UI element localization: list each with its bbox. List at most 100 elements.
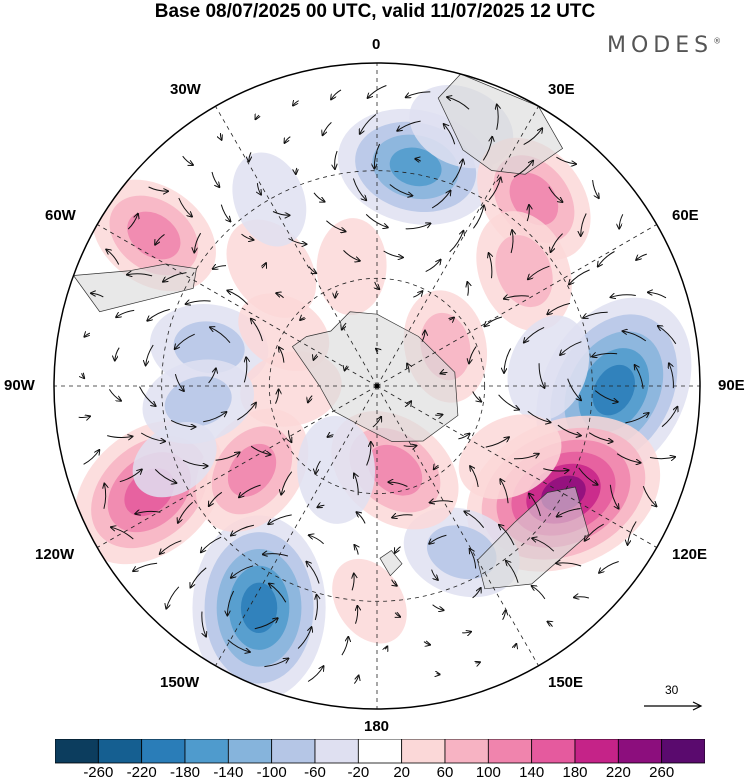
wind-vector	[285, 136, 291, 143]
wind-vector	[115, 347, 120, 361]
wind-vector	[356, 606, 358, 624]
colorbar-tick-label: -220	[126, 764, 157, 781]
wind-vector	[470, 549, 477, 569]
wind-vector	[431, 569, 438, 580]
polar-map	[53, 62, 701, 710]
wind-vector	[469, 346, 477, 364]
wind-vector	[498, 394, 519, 410]
wind-vector	[309, 535, 324, 545]
lon-label-150w: 150W	[160, 674, 200, 691]
wind-vector	[170, 419, 195, 427]
wind-vector	[249, 152, 251, 161]
wind-vector	[511, 230, 513, 254]
wind-vector	[578, 467, 598, 485]
wind-vector	[482, 137, 492, 161]
wind-vector	[353, 676, 358, 684]
wind-vector	[449, 318, 454, 321]
wind-vector	[504, 296, 529, 299]
lon-label-60w: 60W	[45, 207, 76, 224]
wind-vector	[532, 538, 555, 552]
wind-vector	[293, 101, 299, 106]
wind-vector	[514, 644, 516, 648]
wind-vector	[257, 183, 261, 195]
wind-vector	[307, 666, 323, 682]
wind-vector	[375, 281, 380, 289]
wind-vector	[616, 453, 641, 463]
graticule	[54, 63, 700, 709]
colorbar	[55, 739, 705, 764]
colorbar-swatch	[314, 739, 359, 764]
colorbar-swatch	[487, 739, 533, 764]
wind-vector	[524, 326, 545, 342]
colorbar-swatch	[401, 739, 446, 764]
wind-vector	[178, 501, 194, 523]
wind-vector	[506, 561, 519, 583]
meridian-line	[376, 106, 539, 387]
wind-vector	[276, 293, 284, 299]
wind-vector	[227, 590, 235, 615]
wind-vector	[435, 415, 442, 416]
wind-vector	[342, 322, 347, 330]
wind-vector	[263, 554, 289, 556]
lon-label-180: 180	[364, 718, 390, 735]
wind-vector	[175, 333, 195, 349]
wind-vector	[227, 639, 250, 652]
wind-vector	[500, 479, 509, 504]
wind-vector	[213, 266, 227, 269]
colorbar-swatch	[444, 739, 489, 764]
colorbar-swatch	[531, 739, 576, 764]
wind-vector	[316, 460, 321, 474]
wind-vector	[397, 120, 421, 131]
wind-vector	[119, 470, 142, 483]
lon-label-90w: 90W	[4, 377, 35, 394]
wind-vector	[231, 524, 254, 535]
colorbar-swatch	[661, 739, 705, 764]
wind-vector	[429, 534, 447, 544]
anomaly-contour	[592, 364, 635, 416]
wind-vector	[413, 291, 422, 298]
wind-vector	[166, 586, 180, 609]
colorbar-tick-label: 140	[519, 764, 545, 781]
wind-vector	[262, 263, 266, 268]
wind-vector	[289, 430, 292, 442]
wind-vector	[423, 642, 430, 645]
brand-name: MODES	[607, 33, 714, 58]
wind-vector	[209, 491, 223, 506]
wind-vector	[127, 274, 153, 276]
wind-vector	[383, 250, 403, 257]
wind-vector	[548, 622, 553, 627]
wind-vector	[147, 308, 170, 320]
wind-vector	[532, 586, 546, 600]
wind-vector	[154, 469, 176, 483]
wind-vector	[78, 416, 90, 417]
wind-vector	[464, 511, 485, 528]
lon-label-30w: 30W	[170, 81, 201, 98]
colorbar-tick-label: 220	[605, 764, 631, 781]
anomaly-contour	[458, 414, 562, 500]
wind-vector	[599, 561, 619, 573]
latitude-circle	[161, 170, 593, 602]
anomaly-contour	[367, 444, 423, 496]
wind-vector	[389, 184, 413, 196]
wind-vector	[296, 167, 297, 174]
wind-vector	[315, 595, 317, 621]
wind-vector	[581, 213, 587, 236]
wind-vector	[661, 407, 677, 428]
wind-vector	[269, 584, 287, 603]
wind-vector	[202, 611, 206, 637]
wind-vector	[404, 401, 411, 408]
wind-vector	[203, 412, 226, 423]
wind-vector	[649, 457, 675, 459]
wind-vector	[497, 105, 499, 130]
colorbar-swatch	[227, 739, 273, 764]
wind-vector	[523, 128, 543, 146]
wind-vector	[472, 588, 481, 599]
wind-vector	[300, 318, 305, 321]
wind-vector	[513, 161, 533, 178]
wind-vector	[116, 309, 135, 317]
wind-vector	[406, 91, 431, 97]
wind-vector	[178, 197, 192, 217]
colorbar-swatch	[184, 739, 229, 764]
wind-vector	[503, 610, 506, 621]
wind-vector	[251, 319, 263, 342]
